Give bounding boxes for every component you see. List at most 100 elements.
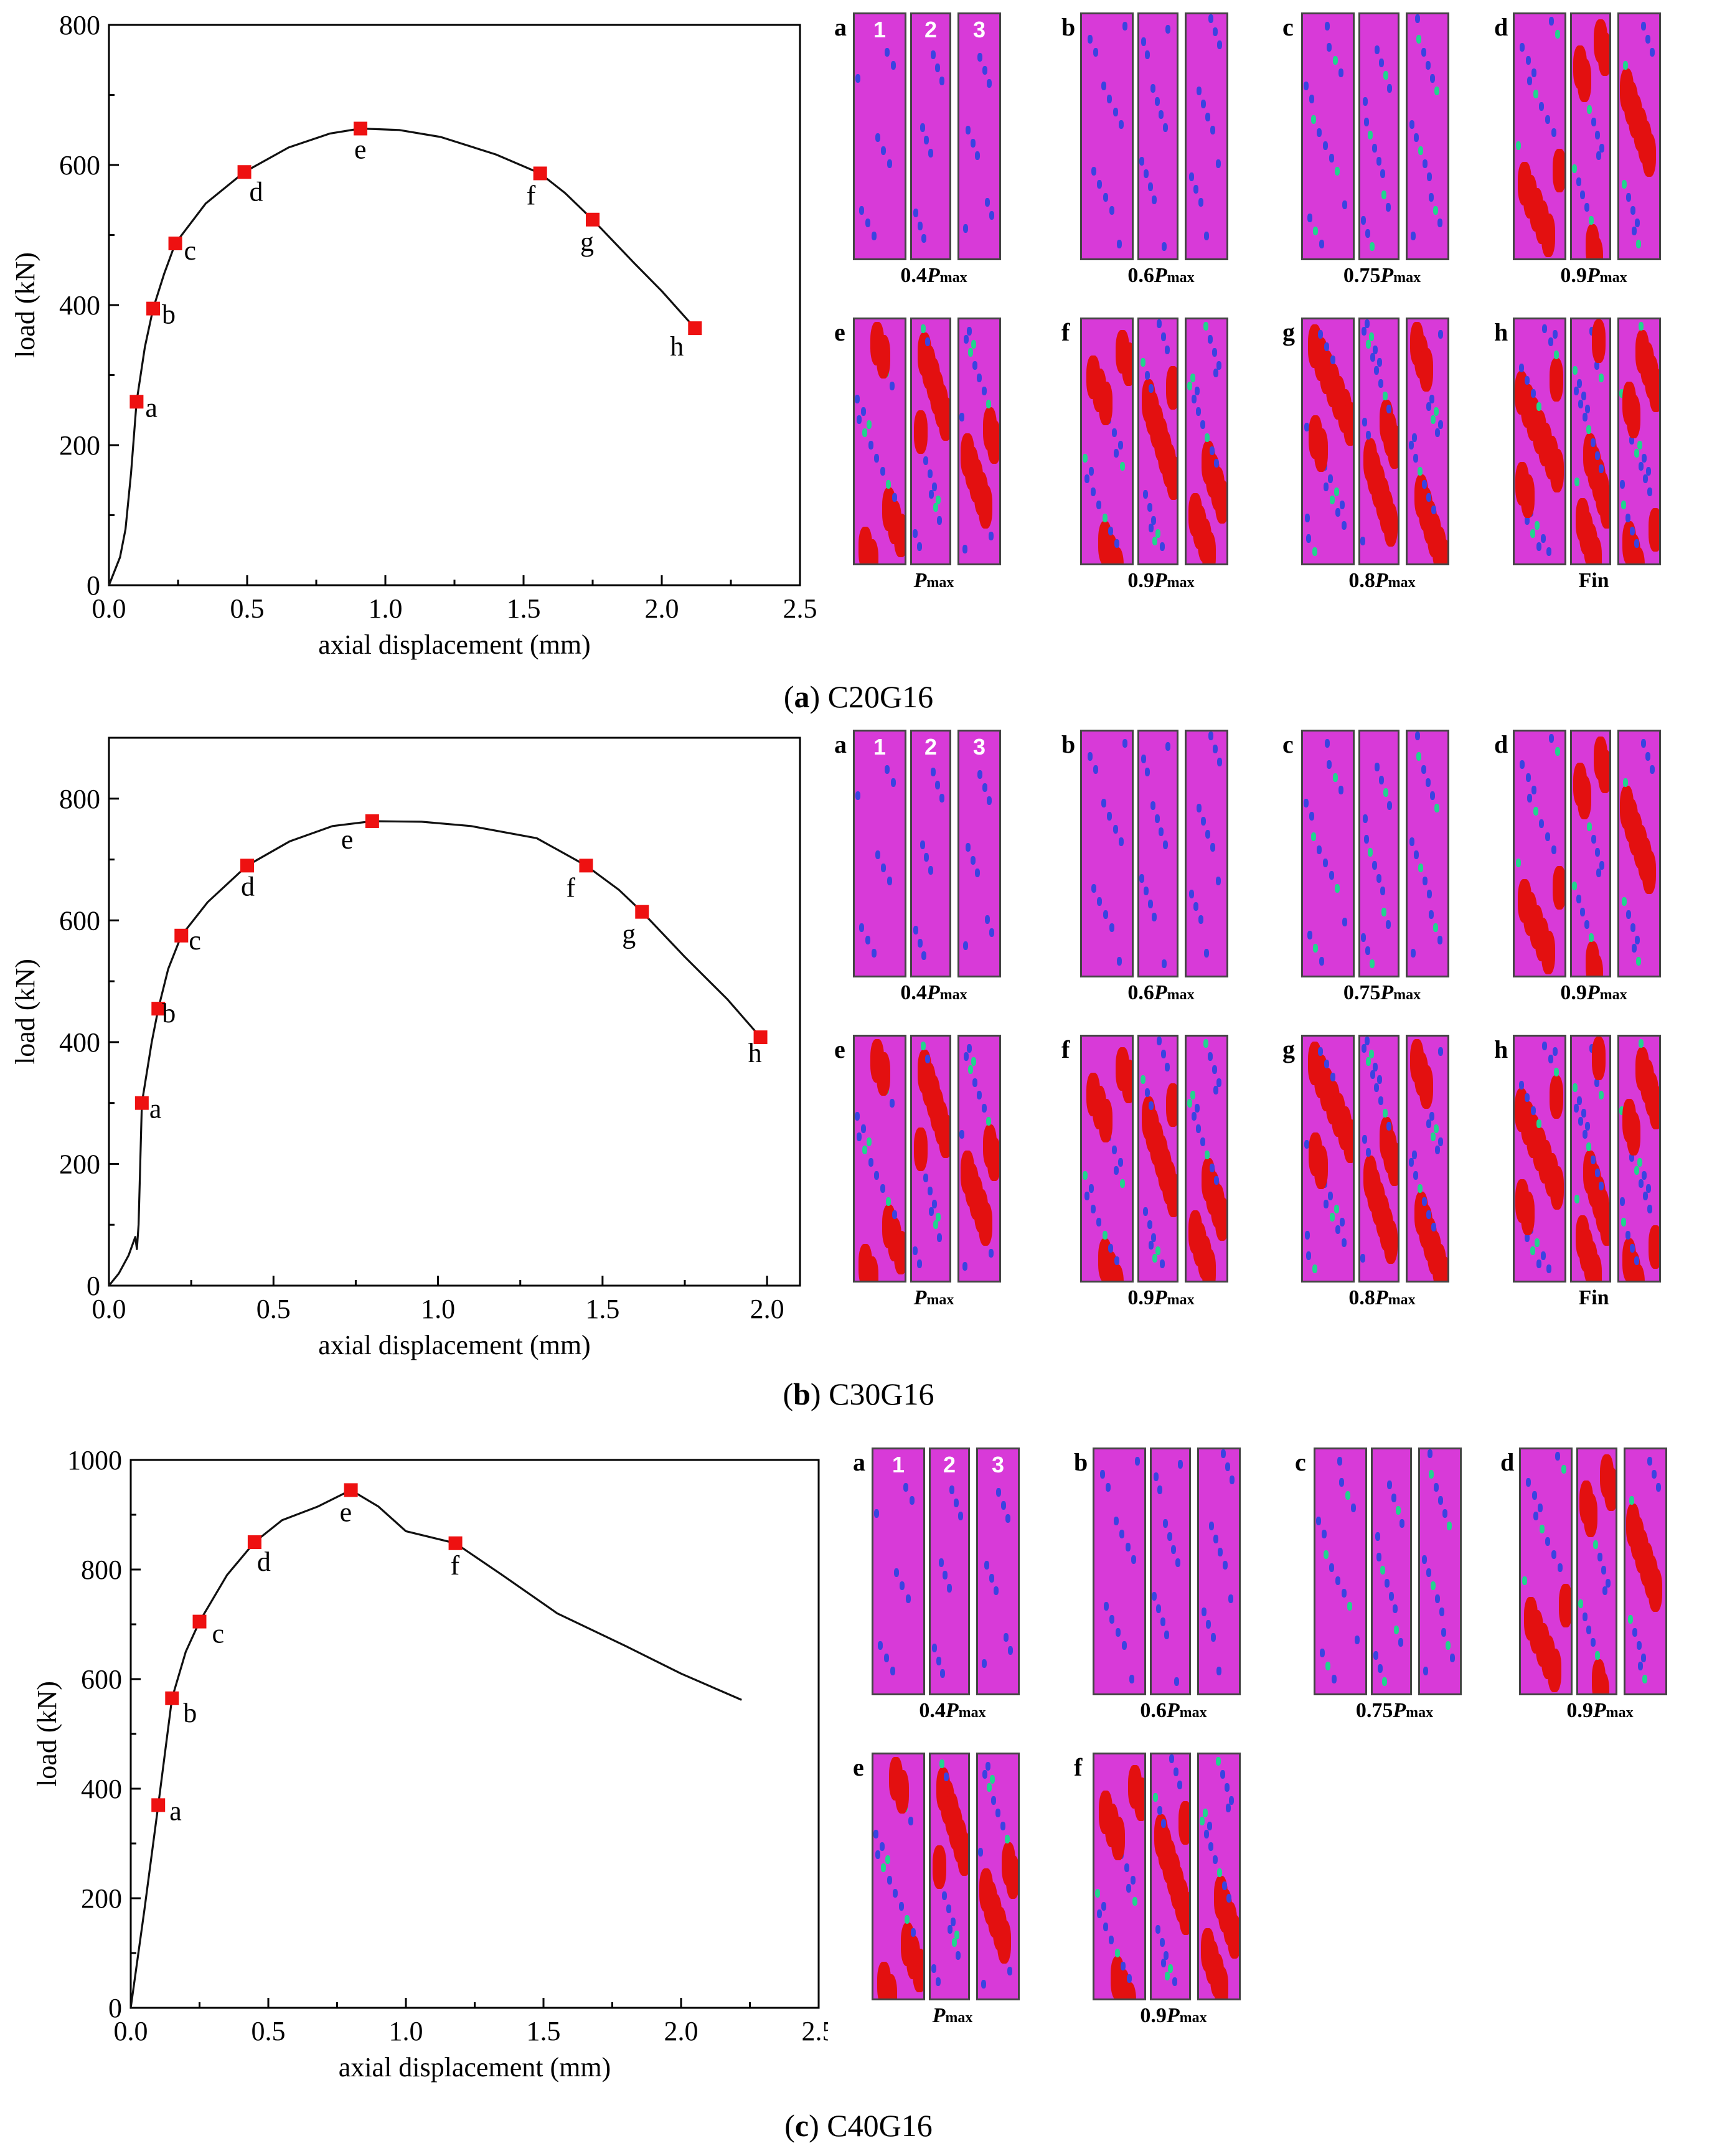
strain-spot <box>1439 1607 1445 1616</box>
strain-spot <box>1205 829 1211 839</box>
strain-spot <box>1539 1524 1545 1533</box>
strain-spot <box>1147 503 1152 512</box>
strain-spot <box>966 327 972 336</box>
strain-spot <box>1160 1617 1165 1627</box>
strain-spot <box>1518 363 1524 372</box>
strain-spot <box>1388 1591 1394 1601</box>
strain-spot <box>1324 342 1330 352</box>
strain-spot <box>1435 1145 1441 1154</box>
strain-spot <box>1088 466 1094 476</box>
strain-spot <box>1391 1493 1396 1502</box>
strain-spot <box>1376 156 1381 166</box>
strain-spot <box>1428 910 1434 919</box>
strain-spot <box>1126 1883 1132 1893</box>
stage-label-a: a <box>169 1796 182 1826</box>
strain-spot <box>1597 32 1609 77</box>
dic-load-subscript: max <box>926 575 954 591</box>
strain-spot <box>1546 547 1552 556</box>
dic-stage-letter: c <box>1282 13 1294 41</box>
dic-strip-number: 2 <box>924 17 938 42</box>
strain-spot <box>1551 845 1556 854</box>
strain-spot <box>1217 40 1223 49</box>
x-tick-label: 1.0 <box>369 593 403 624</box>
dic-load-symbol: P <box>1166 2004 1180 2027</box>
strain-spot <box>928 866 934 875</box>
dic-load-label: 0.9Pmax <box>1093 2004 1254 2028</box>
strain-spot <box>1591 118 1596 127</box>
strain-spot <box>1310 115 1316 125</box>
strain-spot <box>1582 1129 1588 1139</box>
stage-label-g: g <box>580 227 594 257</box>
strain-spot <box>914 1127 928 1171</box>
strain-spot <box>924 853 929 862</box>
strain-spot <box>1585 1122 1591 1131</box>
strain-spot <box>1147 900 1153 909</box>
dic-stage-f: f 0.9Pmax <box>1061 318 1267 604</box>
strain-spot <box>1413 850 1419 860</box>
strain-spot <box>1196 87 1202 96</box>
strain-spot <box>1431 506 1436 515</box>
strain-spot <box>1125 1542 1131 1551</box>
strain-spot <box>1152 913 1157 921</box>
dic-load-subscript: max <box>1406 1705 1434 1721</box>
strain-spot <box>1375 762 1380 771</box>
strain-spot <box>1177 1780 1183 1789</box>
strain-spot <box>1421 765 1426 774</box>
strain-spot <box>1109 1615 1115 1624</box>
caption-b-letter: b <box>793 1377 811 1411</box>
stage-marker-a <box>129 395 144 409</box>
dic-stage-f: f 0.9Pmax <box>1061 1035 1267 1321</box>
strain-spot <box>1111 1816 1125 1860</box>
strain-spot <box>887 1876 892 1885</box>
strain-spot <box>1215 159 1221 168</box>
strain-spot <box>1366 430 1371 440</box>
strain-spot <box>1109 1264 1124 1281</box>
strain-spot <box>1167 1532 1172 1542</box>
strain-spot <box>1374 365 1380 375</box>
strain-spot <box>923 1174 929 1183</box>
strain-spot <box>1553 149 1564 193</box>
strain-spot <box>1172 1977 1177 1986</box>
strain-spot <box>1087 35 1093 44</box>
strain-spot <box>856 1132 862 1141</box>
strain-spot <box>1229 1796 1235 1805</box>
strain-spot <box>1623 60 1629 70</box>
stage-label-d: d <box>257 1546 271 1577</box>
strain-spot <box>1335 508 1341 517</box>
strain-spot <box>1315 1517 1321 1526</box>
strain-spot <box>1574 1194 1579 1203</box>
strain-spot <box>1212 1065 1218 1074</box>
dic-strip-1 <box>1513 730 1566 977</box>
dic-load-factor: 0.4 <box>900 981 927 1004</box>
strain-spot <box>1129 1674 1134 1683</box>
dic-stage-c: c 0.75Pmax <box>1295 1448 1500 1734</box>
strain-spot <box>1340 501 1345 509</box>
dic-strip-2 <box>910 318 951 565</box>
strain-spot <box>962 941 968 950</box>
dic-load-subscript: max <box>945 2010 973 2026</box>
strain-spot <box>1647 1457 1652 1466</box>
strain-spot <box>1545 832 1550 842</box>
strain-spot <box>1534 1238 1540 1248</box>
strain-spot <box>874 1509 880 1518</box>
strain-spot <box>1360 1254 1366 1263</box>
stage-marker-g <box>586 212 600 227</box>
strain-spot <box>1097 1909 1103 1919</box>
strain-spot <box>855 1111 860 1121</box>
strain-spot <box>879 1842 885 1852</box>
strain-spot <box>1198 915 1203 925</box>
strain-spot <box>1577 379 1583 388</box>
strain-spot <box>1559 1584 1571 1628</box>
dic-load-subscript: max <box>1167 270 1195 286</box>
strain-spot <box>1103 910 1109 919</box>
strain-spot <box>1423 876 1428 885</box>
strain-spot <box>868 1158 873 1167</box>
dic-strip-3 <box>1617 730 1661 977</box>
strain-spot <box>1191 1111 1197 1121</box>
strain-spot <box>1378 1664 1383 1673</box>
dic-strip-3 <box>1197 1753 1241 2000</box>
strain-spot <box>1362 1044 1367 1053</box>
strain-spot <box>1381 907 1387 916</box>
strain-spot <box>1373 1651 1379 1660</box>
strain-spot <box>982 1769 987 1779</box>
